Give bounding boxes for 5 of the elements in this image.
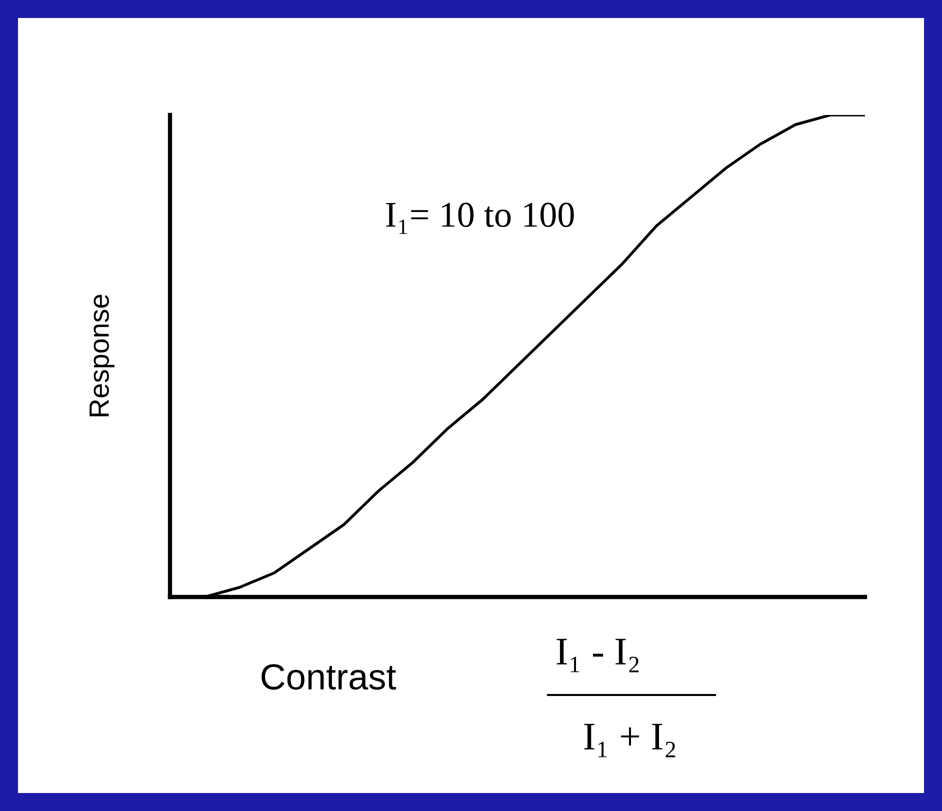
y-axis-title: Response bbox=[90, 294, 114, 416]
annotation: I₁= 10 to 100 bbox=[386, 202, 574, 234]
text: I₁ - I₂ bbox=[556, 638, 639, 672]
text: I₁ + I₂ bbox=[584, 724, 676, 758]
x-axis-title: Contrast bbox=[262, 664, 396, 690]
